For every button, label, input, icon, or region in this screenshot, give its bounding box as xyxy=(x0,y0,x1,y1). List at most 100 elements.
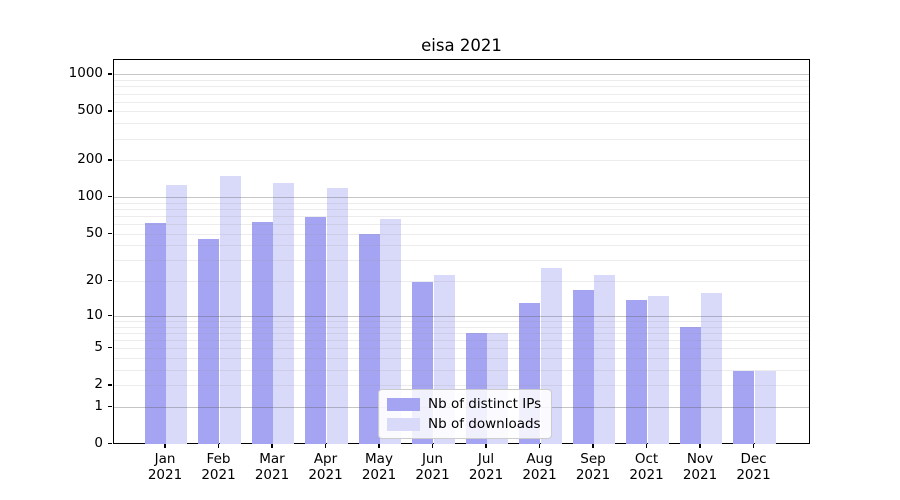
bar-ips-sep xyxy=(572,290,594,444)
y-tick-label: 500 xyxy=(77,102,103,119)
x-tick xyxy=(217,444,220,449)
x-tick-label: Aug 2021 xyxy=(522,450,557,484)
y-tick xyxy=(108,405,112,408)
y-tick-label: 200 xyxy=(77,151,103,168)
y-tick-label: 1000 xyxy=(68,65,103,82)
y-tick-label: 10 xyxy=(85,306,103,323)
x-tick-label: Jan 2021 xyxy=(147,450,183,484)
y-tick xyxy=(108,443,112,445)
gridline-minor xyxy=(114,385,809,387)
y-tick xyxy=(108,159,112,161)
legend-item: Nb of downloads xyxy=(387,416,541,432)
gridline-minor xyxy=(114,245,809,247)
gridline-minor xyxy=(114,160,809,162)
legend-swatch-distinct-ips xyxy=(387,397,420,411)
bar-downloads-nov xyxy=(701,293,723,444)
bar-ips-feb xyxy=(198,238,220,444)
gridline-minor xyxy=(114,224,809,226)
gridline-minor xyxy=(114,281,809,283)
bar-downloads-oct xyxy=(647,296,669,444)
y-tick-label: 5 xyxy=(94,339,103,356)
bar-ips-apr xyxy=(305,217,327,444)
gridline-major xyxy=(114,74,809,76)
x-tick-label: Sep 2021 xyxy=(575,450,611,484)
y-tick xyxy=(108,347,112,349)
bar-downloads-feb xyxy=(219,175,241,444)
y-tick xyxy=(108,384,112,386)
x-tick xyxy=(699,444,701,449)
bar-ips-dec xyxy=(733,370,755,444)
gridline-minor xyxy=(114,80,809,82)
bar-ips-jan xyxy=(144,222,166,444)
y-tick xyxy=(108,280,112,282)
gridline-minor xyxy=(114,370,809,371)
y-tick xyxy=(108,196,112,198)
bar-ips-oct xyxy=(626,299,648,444)
y-tick xyxy=(108,73,112,75)
gridline-minor xyxy=(114,123,809,125)
x-tick xyxy=(324,444,327,449)
x-tick xyxy=(538,444,541,449)
gridline-major xyxy=(114,197,809,199)
gridline-minor xyxy=(114,260,809,262)
legend-swatch-downloads xyxy=(387,417,420,431)
gridline-minor xyxy=(114,233,809,235)
bar-downloads-apr xyxy=(326,188,348,444)
gridline-minor xyxy=(114,101,809,103)
y-tick xyxy=(108,110,112,112)
legend-label: Nb of distinct IPs xyxy=(428,396,542,412)
x-tick xyxy=(592,444,594,449)
x-tick xyxy=(485,444,487,449)
x-tick-label: Nov 2021 xyxy=(682,450,718,484)
y-tick-label: 50 xyxy=(85,224,103,241)
bar-ips-may xyxy=(358,234,380,444)
gridline-major xyxy=(114,315,809,317)
x-tick-label: Apr 2021 xyxy=(308,450,343,484)
gridline-minor xyxy=(114,332,809,334)
bar-ips-mar xyxy=(251,222,273,444)
legend: Nb of distinct IPs Nb of downloads xyxy=(378,389,553,439)
legend-item: Nb of distinct IPs xyxy=(387,396,541,412)
legend-label: Nb of downloads xyxy=(428,416,541,432)
y-tick-label: 2 xyxy=(94,376,103,393)
x-tick-label: Dec 2021 xyxy=(736,450,771,484)
bar-ips-nov xyxy=(679,327,701,444)
x-tick xyxy=(431,444,434,449)
x-tick xyxy=(271,444,273,449)
x-tick-label: Jul 2021 xyxy=(468,450,504,484)
bar-downloads-mar xyxy=(273,183,295,444)
x-tick-label: Jun 2021 xyxy=(415,450,450,484)
y-tick-label: 0 xyxy=(94,435,103,452)
x-tick xyxy=(164,444,166,449)
x-tick xyxy=(378,444,380,449)
x-tick-label: Feb 2021 xyxy=(201,450,236,484)
plot-area xyxy=(113,59,810,444)
gridline-minor xyxy=(114,320,809,322)
chart-title: eisa 2021 xyxy=(421,36,502,55)
gridline-minor xyxy=(114,348,809,350)
x-tick-label: Oct 2021 xyxy=(629,450,664,484)
gridline-minor xyxy=(114,209,809,211)
gridline-minor xyxy=(114,86,809,88)
y-tick-label: 20 xyxy=(85,272,103,289)
y-tick xyxy=(108,232,112,234)
gridline-minor xyxy=(114,111,809,113)
y-tick xyxy=(108,314,112,317)
bar-downloads-sep xyxy=(594,274,616,444)
bar-downloads-jan xyxy=(166,185,188,444)
gridline-minor xyxy=(114,216,809,218)
x-tick xyxy=(645,444,648,449)
x-tick xyxy=(752,444,755,449)
x-tick-label: Mar 2021 xyxy=(254,450,290,484)
gridline-minor xyxy=(114,138,809,140)
gridline-minor xyxy=(114,340,809,342)
gridline-minor xyxy=(114,93,809,95)
x-tick-label: May 2021 xyxy=(361,450,397,484)
bar-downloads-dec xyxy=(754,370,776,444)
bar-downloads-may xyxy=(380,218,402,444)
gridline-minor xyxy=(114,326,809,328)
gridline-minor xyxy=(114,202,809,204)
y-tick-label: 1 xyxy=(94,398,103,415)
gridline-minor xyxy=(114,358,809,360)
